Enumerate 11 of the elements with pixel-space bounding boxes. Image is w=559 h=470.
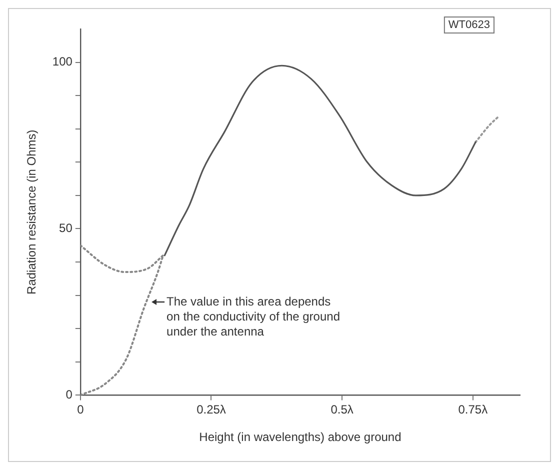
y-tick-label: 50 xyxy=(59,221,73,236)
x-tick-label: 0.25λ xyxy=(196,402,226,417)
x-tick-label: 0 xyxy=(77,402,84,417)
annotation: The value in this area depends on the conductivity of the ground under the antenna xyxy=(166,294,340,338)
x-tick-label: 0.5λ xyxy=(330,402,354,417)
y-tick-label: 0 xyxy=(66,388,73,402)
y-tick-label: 100 xyxy=(52,54,73,69)
y-axis-title: Radiation resistance (in Ohms) xyxy=(24,130,39,294)
annotation: WT0623 xyxy=(448,19,490,32)
x-axis-title: Height (in wavelengths) above ground xyxy=(199,430,402,444)
x-tick-label: 0.75λ xyxy=(458,402,488,417)
